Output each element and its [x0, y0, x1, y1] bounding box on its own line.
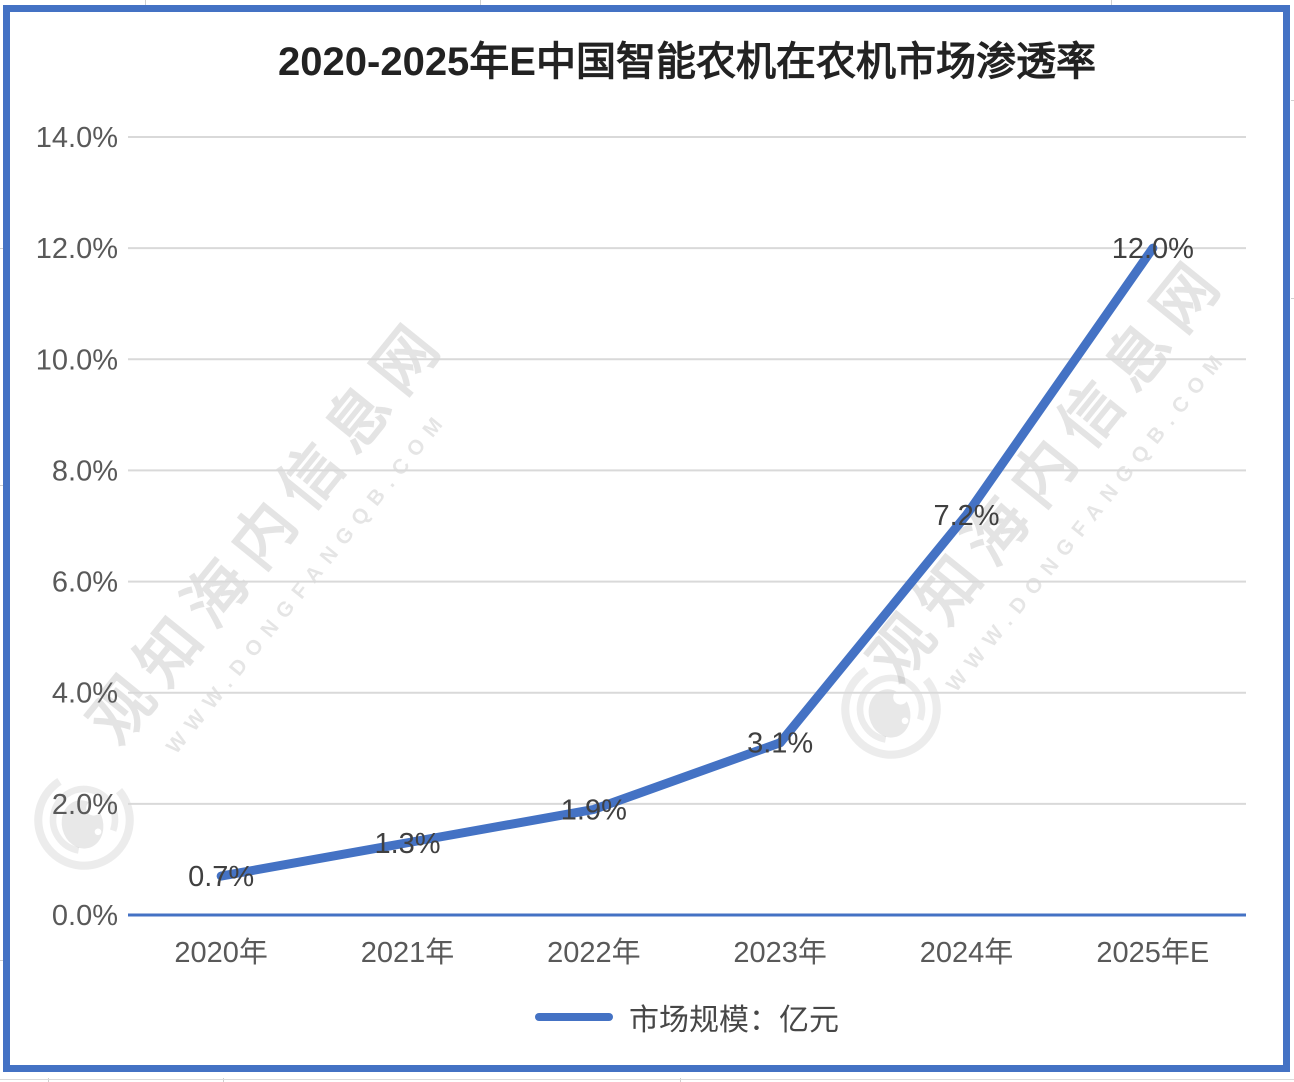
- spreadsheet-gridline-artifact: [1291, 298, 1294, 299]
- y-axis-tick-label: 14.0%: [36, 122, 118, 154]
- spreadsheet-gridline-artifact: [0, 1079, 1294, 1080]
- x-axis-tick-label: 2022年: [547, 936, 641, 969]
- spreadsheet-gridline-artifact: [1111, 0, 1112, 5]
- spreadsheet-gridline-artifact: [680, 1078, 681, 1082]
- spreadsheet-gridline-artifact: [480, 0, 481, 5]
- legend: 市场规模：亿元: [128, 995, 1246, 1039]
- legend-label: 市场规模：亿元: [629, 1004, 839, 1037]
- y-axis-tick-label: 6.0%: [52, 567, 118, 599]
- spreadsheet-gridline-artifact: [1291, 100, 1294, 101]
- data-label: 12.0%: [1112, 233, 1194, 265]
- data-label: 1.9%: [561, 794, 627, 826]
- y-axis-tick-label: 2.0%: [52, 789, 118, 821]
- spreadsheet-gridline-artifact: [145, 0, 146, 5]
- series-line: [216, 243, 1158, 881]
- y-axis-tick-label: 8.0%: [52, 455, 118, 487]
- x-axis-tick-label: 2021年: [361, 936, 455, 969]
- spreadsheet-gridline-artifact: [48, 1078, 49, 1082]
- data-label: 7.2%: [933, 500, 999, 532]
- spreadsheet-gridline-artifact: [0, 485, 3, 486]
- spreadsheet-gridline-artifact: [0, 248, 3, 249]
- legend-line-swatch: [535, 1013, 613, 1021]
- x-axis-tick-label: 2023年: [733, 936, 827, 969]
- x-axis-tick-label: 2020年: [174, 936, 268, 969]
- x-axis-tick-label: 2025年E: [1096, 936, 1209, 969]
- y-axis-tick-label: 10.0%: [36, 344, 118, 376]
- spreadsheet-gridline-artifact: [0, 960, 3, 961]
- data-label: 1.3%: [374, 828, 440, 860]
- chart-title: 2020-2025年E中国智能农机在农机市场渗透率: [278, 40, 1096, 84]
- x-axis-tick-label: 2024年: [920, 936, 1014, 969]
- y-axis-tick-label: 4.0%: [52, 678, 118, 710]
- spreadsheet-gridline-artifact: [223, 1078, 224, 1082]
- data-label: 0.7%: [188, 861, 254, 893]
- y-axis-tick-label: 0.0%: [52, 900, 118, 932]
- y-axis-tick-label: 12.0%: [36, 233, 118, 265]
- data-label: 3.1%: [747, 728, 813, 760]
